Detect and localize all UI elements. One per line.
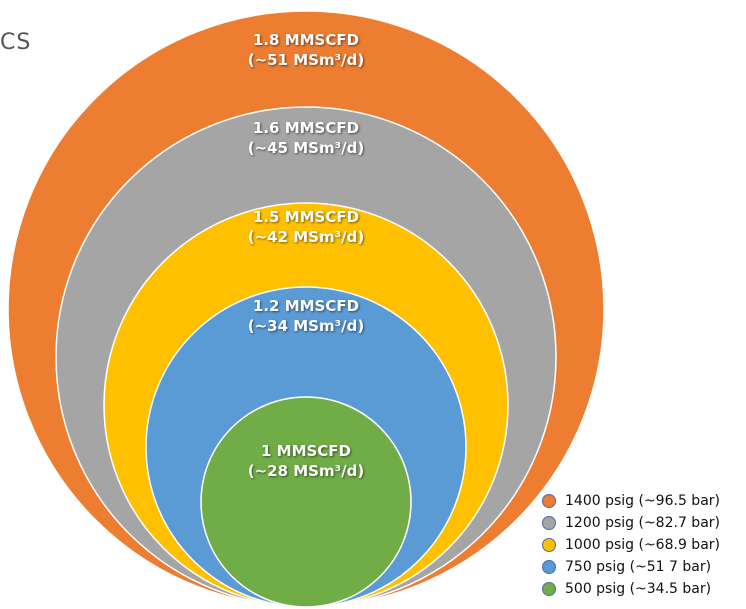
legend-item-1000-psig: 1000 psig (~68.9 bar) xyxy=(542,534,720,556)
label-1200-flow: 1.6 MMSCFD xyxy=(252,119,360,137)
label-500-flow: 1 MMSCFD xyxy=(260,442,352,460)
label-750-flow: 1.2 MMSCFD xyxy=(252,297,360,315)
legend-swatch-icon xyxy=(542,582,556,596)
legend-item-500-psig: 500 psig (~34.5 bar) xyxy=(542,578,720,600)
label-1400-flow: 1.8 MMSCFD xyxy=(252,31,360,49)
legend-swatch-icon xyxy=(542,516,556,530)
label-1200-psig: 1.6 MMSCFD (~45 MSm³/d) xyxy=(206,118,406,158)
label-1400-metric: (~51 MSm³/d) xyxy=(247,51,365,69)
legend-label: 1000 psig (~68.9 bar) xyxy=(565,537,720,553)
label-500-psig: 1 MMSCFD (~28 MSm³/d) xyxy=(206,441,406,481)
label-1000-flow: 1.5 MMSCFD xyxy=(252,208,360,226)
legend: 1400 psig (~96.5 bar) 1200 psig (~82.7 b… xyxy=(542,490,720,600)
legend-item-1400-psig: 1400 psig (~96.5 bar) xyxy=(542,490,720,512)
legend-label: 750 psig (~51 7 bar) xyxy=(565,559,712,575)
label-1000-psig: 1.5 MMSCFD (~42 MSm³/d) xyxy=(206,207,406,247)
label-1000-metric: (~42 MSm³/d) xyxy=(247,228,365,246)
legend-swatch-icon xyxy=(542,494,556,508)
legend-swatch-icon xyxy=(542,538,556,552)
label-1400-psig: 1.8 MMSCFD (~51 MSm³/d) xyxy=(206,30,406,70)
partial-title: CS xyxy=(0,30,32,55)
legend-swatch-icon xyxy=(542,560,556,574)
label-500-metric: (~28 MSm³/d) xyxy=(247,462,365,480)
label-750-metric: (~34 MSm³/d) xyxy=(247,317,365,335)
legend-item-1200-psig: 1200 psig (~82.7 bar) xyxy=(542,512,720,534)
circle-500-psig xyxy=(200,396,412,608)
label-750-psig: 1.2 MMSCFD (~34 MSm³/d) xyxy=(206,296,406,336)
label-1200-metric: (~45 MSm³/d) xyxy=(247,139,365,157)
legend-label: 1200 psig (~82.7 bar) xyxy=(565,515,720,531)
legend-label: 500 psig (~34.5 bar) xyxy=(565,581,712,597)
legend-item-750-psig: 750 psig (~51 7 bar) xyxy=(542,556,720,578)
legend-label: 1400 psig (~96.5 bar) xyxy=(565,493,720,509)
